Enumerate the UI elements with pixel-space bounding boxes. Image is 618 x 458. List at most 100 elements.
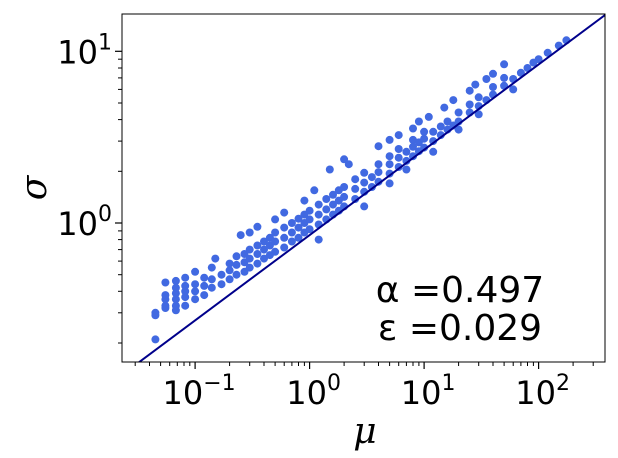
x-axis-ticks: 10−1 100 101 102 xyxy=(134,362,594,412)
data-point-97 xyxy=(385,169,394,178)
data-point-60 xyxy=(287,228,296,237)
data-point-47 xyxy=(260,254,268,263)
data-point-150 xyxy=(394,131,403,140)
data-point-128 xyxy=(489,83,497,91)
x-tick-label-3: 102 xyxy=(515,371,570,412)
data-point-55 xyxy=(271,228,280,237)
data-point-23 xyxy=(200,291,209,300)
data-point-99 xyxy=(385,152,394,161)
data-point-14 xyxy=(181,301,190,310)
data-point-145 xyxy=(314,235,323,244)
data-point-148 xyxy=(385,135,394,144)
data-point-118 xyxy=(443,117,452,126)
x-tick-label-0: 10−1 xyxy=(163,371,236,412)
data-point-112 xyxy=(420,127,429,136)
data-point-17 xyxy=(181,281,190,290)
data-point-123 xyxy=(465,100,474,109)
data-point-132 xyxy=(516,68,525,77)
data-point-167 xyxy=(300,196,309,205)
data-point-169 xyxy=(414,117,423,126)
data-point-142 xyxy=(236,231,245,240)
y-axis-ticks: 100 101 xyxy=(57,30,122,344)
data-point-110 xyxy=(420,143,429,152)
fit-line-layer xyxy=(137,14,605,362)
data-point-31 xyxy=(217,270,226,279)
fit-line xyxy=(137,14,605,362)
data-point-159 xyxy=(471,80,480,89)
data-point-26 xyxy=(207,283,216,292)
data-point-0 xyxy=(151,335,160,344)
data-point-157 xyxy=(454,125,463,134)
plot-frame xyxy=(121,13,606,363)
data-point-104 xyxy=(402,147,411,156)
data-point-158 xyxy=(465,86,474,95)
data-point-93 xyxy=(367,173,376,182)
data-point-86 xyxy=(351,195,360,203)
data-point-152 xyxy=(409,124,417,133)
epsilon-annotation: ε =0.029 xyxy=(378,308,542,349)
data-point-75 xyxy=(322,205,331,214)
data-point-48 xyxy=(260,245,268,254)
data-point-24 xyxy=(200,281,209,290)
data-point-78 xyxy=(329,200,337,209)
data-point-27 xyxy=(207,275,216,284)
data-point-13 xyxy=(171,276,180,285)
data-point-44 xyxy=(253,259,262,268)
data-point-63 xyxy=(294,223,303,232)
data-point-10 xyxy=(171,295,180,304)
data-point-32 xyxy=(225,275,234,284)
data-point-163 xyxy=(500,60,509,69)
data-point-165 xyxy=(253,222,262,231)
data-point-6 xyxy=(161,291,170,300)
data-point-56 xyxy=(280,243,289,252)
data-point-69 xyxy=(305,215,314,224)
data-point-84 xyxy=(340,192,349,201)
data-point-64 xyxy=(294,214,303,223)
data-point-164 xyxy=(509,85,518,94)
data-point-61 xyxy=(287,219,296,227)
data-points xyxy=(151,36,571,344)
data-point-141 xyxy=(374,142,383,151)
data-point-114 xyxy=(429,127,438,136)
data-point-11 xyxy=(171,289,180,298)
data-point-49 xyxy=(260,237,268,246)
data-point-73 xyxy=(314,200,323,209)
data-point-149 xyxy=(385,179,394,188)
data-point-103 xyxy=(402,156,411,165)
data-point-121 xyxy=(454,108,463,117)
data-point-94 xyxy=(374,177,383,186)
data-point-111 xyxy=(420,134,429,143)
data-point-101 xyxy=(394,153,403,162)
data-point-168 xyxy=(310,186,319,195)
data-point-15 xyxy=(181,293,190,302)
data-point-106 xyxy=(409,142,417,151)
data-point-154 xyxy=(429,147,438,156)
data-point-43 xyxy=(245,245,254,254)
data-point-68 xyxy=(305,225,314,234)
data-point-155 xyxy=(440,103,449,112)
data-point-91 xyxy=(360,168,369,177)
data-point-45 xyxy=(253,250,262,258)
data-point-79 xyxy=(329,190,337,199)
data-point-37 xyxy=(232,252,241,261)
data-point-162 xyxy=(489,69,497,78)
data-point-59 xyxy=(287,237,296,246)
data-point-35 xyxy=(232,270,241,279)
data-point-12 xyxy=(171,283,180,292)
data-point-160 xyxy=(474,110,483,119)
data-point-105 xyxy=(409,152,417,161)
x-axis-label: μ xyxy=(353,411,376,452)
data-point-58 xyxy=(280,223,289,232)
data-point-151 xyxy=(402,165,411,174)
data-point-156 xyxy=(449,96,458,105)
data-point-53 xyxy=(271,247,280,256)
data-point-2 xyxy=(151,308,160,317)
data-point-116 xyxy=(436,122,445,131)
data-point-90 xyxy=(360,178,369,187)
data-point-36 xyxy=(232,260,241,269)
alpha-annotation: α =0.497 xyxy=(376,270,544,311)
y-tick-label-1: 101 xyxy=(57,30,112,71)
x-tick-label-1: 100 xyxy=(286,371,341,412)
data-point-21 xyxy=(191,280,200,289)
